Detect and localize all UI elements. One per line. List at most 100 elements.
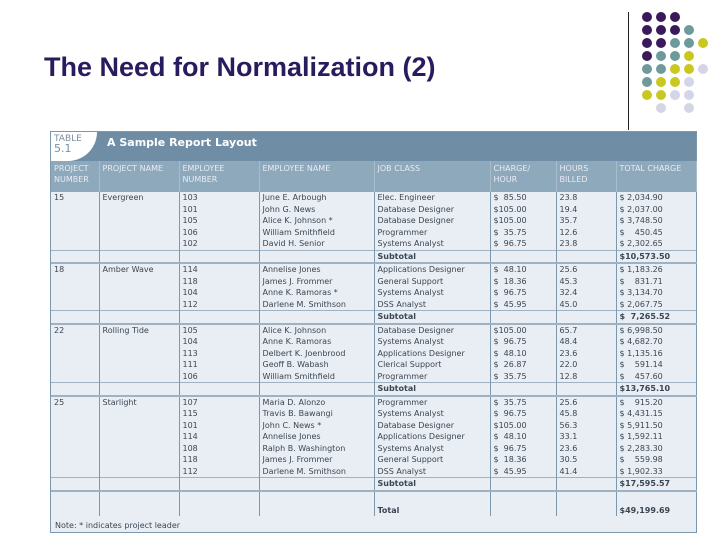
table-cell: 25	[51, 395, 100, 408]
table-cell	[259, 490, 375, 516]
table-cell: $17,595.57	[616, 477, 697, 492]
table-cell: $ 45.95	[490, 465, 557, 478]
table-cell: $ 48.10	[490, 263, 557, 276]
table-cell: $ 591.14	[616, 359, 697, 371]
table-cell: Subtotal	[374, 477, 491, 492]
table-cell: $ 96.75	[490, 238, 557, 250]
table-row: 115 Travis B. Bawangi Systems Analyst $ 96.…	[51, 408, 697, 420]
table-note: Note: * indicates project leader	[55, 521, 181, 530]
table-cell: Database Designer	[374, 215, 491, 227]
table-cell: 112	[179, 465, 260, 478]
table-cell	[490, 249, 557, 264]
table-cell: 15	[51, 192, 100, 204]
table-cell: Alice K. Johnson	[259, 323, 375, 336]
column-header: EMPLOYEE NAME	[259, 161, 375, 192]
table-cell: 12.6	[556, 226, 617, 238]
sub-row: Subtotal $13,765.10	[51, 382, 697, 397]
table-row: 114 Annelise Jones Applications Designer $ …	[51, 431, 697, 443]
column-header: CHARGE/ HOUR	[490, 161, 557, 192]
dot-purple	[642, 25, 652, 35]
table-cell: James J. Frommer	[259, 454, 375, 466]
dot-lavender	[684, 90, 694, 100]
table-cell: $ 2,283.30	[616, 442, 697, 454]
table-label-text: TABLE	[54, 134, 82, 144]
table-cell: $ 4,682.70	[616, 336, 697, 348]
dot-purple	[656, 38, 666, 48]
table-cell	[556, 382, 617, 397]
table-cell: Database Designer	[374, 323, 491, 336]
table-cell: $13,765.10	[616, 382, 697, 397]
table-cell: David H. Senior	[259, 238, 375, 250]
table-cell	[99, 275, 180, 287]
table-cell: Annelise Jones	[259, 431, 375, 443]
table-cell: $105.00	[490, 203, 557, 215]
table-cell	[99, 419, 180, 431]
table-cell: 112	[179, 298, 260, 311]
column-header: HOURS BILLED	[556, 161, 617, 192]
table-cell	[51, 359, 100, 371]
table-cell: General Support	[374, 275, 491, 287]
table-cell: 30.5	[556, 454, 617, 466]
table-cell: 22.0	[556, 359, 617, 371]
table-cell: Systems Analyst	[374, 238, 491, 250]
table-cell: Maria D. Alonzo	[259, 395, 375, 408]
table-cell	[51, 408, 100, 420]
table-cell	[259, 310, 375, 325]
table-cell	[556, 477, 617, 492]
table-cell: 23.8	[556, 238, 617, 250]
table-cell: $ 3,134.70	[616, 287, 697, 299]
report-table-figure: TABLE 5.1 A Sample Report Layout PROJECT…	[50, 131, 697, 533]
table-row: 106 William Smithfield Programmer $ 35.75 12…	[51, 226, 697, 238]
table-cell: William Smithfield	[259, 226, 375, 238]
dot-purple	[642, 51, 652, 61]
table-cell	[51, 477, 100, 492]
table-cell: Subtotal	[374, 249, 491, 264]
table-cell: John G. News	[259, 203, 375, 215]
table-cell	[179, 490, 260, 516]
table-cell: 25.6	[556, 263, 617, 276]
table-cell: $49,199.69	[616, 490, 697, 516]
column-header: JOB CLASS	[374, 161, 491, 192]
dot-purple	[656, 12, 666, 22]
table-caption: A Sample Report Layout	[107, 136, 257, 149]
table-cell	[179, 310, 260, 325]
dot-yellow	[698, 38, 708, 48]
table-cell: Applications Designer	[374, 431, 491, 443]
table-cell: 18	[51, 263, 100, 276]
table-cell	[51, 454, 100, 466]
table-cell	[99, 226, 180, 238]
table-cell	[51, 203, 100, 215]
table-cell	[99, 442, 180, 454]
dot-teal	[670, 51, 680, 61]
table-cell: Systems Analyst	[374, 336, 491, 348]
table-cell	[99, 249, 180, 264]
table-cell: $ 85.50	[490, 192, 557, 204]
table-cell: John C. News *	[259, 419, 375, 431]
table-row: 118 James J. Frommer General Support $ 18.3…	[51, 454, 697, 466]
table-cell: 118	[179, 275, 260, 287]
table-cell: Evergreen	[99, 192, 180, 204]
table-cell: Programmer	[374, 226, 491, 238]
table-cell: 101	[179, 419, 260, 431]
table-cell	[179, 249, 260, 264]
dot-yellow	[670, 77, 680, 87]
table-cell: 23.6	[556, 347, 617, 359]
dot-teal	[684, 25, 694, 35]
table-cell	[99, 370, 180, 383]
table-cell: 25.6	[556, 395, 617, 408]
table-cell	[99, 287, 180, 299]
table-cell: 12.8	[556, 370, 617, 383]
table-row: 108 Ralph B. Washington Systems Analyst $ 9…	[51, 442, 697, 454]
dot-purple	[670, 25, 680, 35]
table-cell: $ 450.45	[616, 226, 697, 238]
table-cell: Programmer	[374, 370, 491, 383]
table-cell: Rolling Tide	[99, 323, 180, 336]
table-cell: $ 2,302.65	[616, 238, 697, 250]
table-cell: $ 2,067.75	[616, 298, 697, 311]
table-cell: 104	[179, 287, 260, 299]
table-cell: 103	[179, 192, 260, 204]
table-cell	[556, 249, 617, 264]
table-cell	[490, 310, 557, 325]
table-cell	[259, 249, 375, 264]
table-cell: 65.7	[556, 323, 617, 336]
